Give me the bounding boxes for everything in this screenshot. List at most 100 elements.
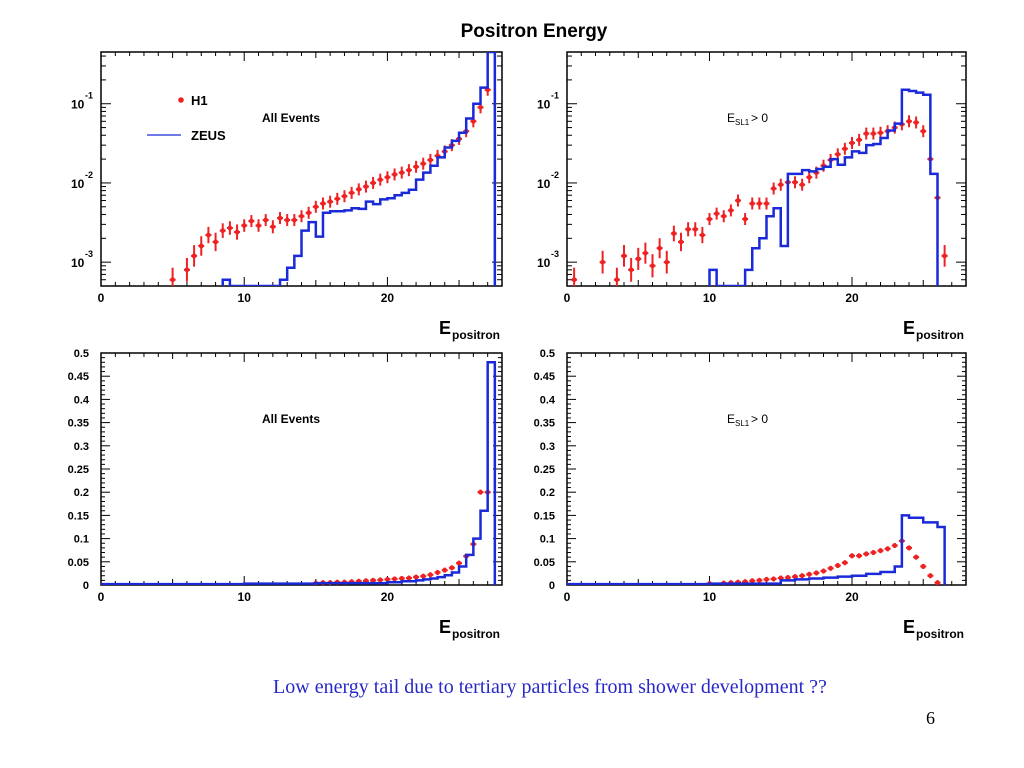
- data-point: [663, 250, 670, 274]
- data-point: [756, 577, 763, 583]
- data-point: [806, 571, 813, 577]
- x-tick-label: 10: [703, 291, 717, 305]
- y-tick-label: 0.2: [540, 487, 555, 499]
- plot-frame: [100, 352, 503, 586]
- data-point: [827, 565, 834, 571]
- data-point: [849, 553, 855, 559]
- data-point: [348, 186, 355, 199]
- svg-text:-2: -2: [85, 170, 93, 180]
- data-point: [327, 195, 334, 208]
- svg-text:SL1: SL1: [735, 419, 750, 428]
- x-tick-label: 20: [381, 590, 395, 604]
- data-point: [813, 570, 820, 576]
- x-tick-label: 20: [845, 590, 859, 604]
- data-point: [906, 545, 912, 551]
- data-point: [870, 550, 877, 556]
- series-zeus: [708, 88, 939, 286]
- y-tick-label: 0.05: [68, 557, 89, 569]
- x-tick-label: 10: [238, 291, 252, 305]
- data-point: [427, 572, 434, 578]
- data-point: [291, 214, 298, 227]
- data-point: [713, 207, 720, 220]
- svg-text:10: 10: [537, 177, 551, 191]
- y-tick-label: 0.1: [74, 534, 89, 546]
- y-tick-label: 0.4: [74, 394, 90, 406]
- svg-text:10: 10: [71, 98, 85, 112]
- y-axis: 10-110-210-3: [71, 55, 502, 287]
- data-point: [670, 225, 677, 242]
- data-point: [341, 190, 348, 203]
- data-point: [706, 213, 713, 226]
- svg-text:positron: positron: [452, 328, 500, 342]
- data-point: [770, 576, 777, 582]
- data-point: [941, 245, 948, 267]
- svg-text:E: E: [903, 318, 915, 338]
- data-point: [456, 560, 463, 566]
- data-point: [834, 563, 841, 569]
- data-point: [613, 267, 620, 286]
- data-point: [169, 267, 176, 286]
- data-point: [384, 171, 391, 184]
- data-point: [699, 226, 706, 244]
- plot-frame: [566, 352, 967, 586]
- x-axis: 0 10 20: [98, 353, 503, 604]
- y-tick-label: 0.3: [74, 441, 89, 453]
- data-point: [799, 178, 806, 191]
- series-zeus: [567, 514, 946, 585]
- data-point: [642, 242, 649, 264]
- data-point: [234, 224, 241, 240]
- y-tick-label: 0: [83, 580, 89, 592]
- y-tick-label: 10-1: [71, 91, 93, 112]
- svg-text:positron: positron: [916, 627, 964, 641]
- data-point: [799, 573, 806, 579]
- data-point: [927, 573, 934, 579]
- data-point: [226, 221, 233, 235]
- panel-annotation: All Events: [262, 111, 320, 125]
- data-point: [248, 215, 255, 228]
- data-point: [621, 245, 627, 267]
- y-tick-label: 0.1: [540, 534, 555, 546]
- data-point: [849, 136, 855, 149]
- x-tick-label: 0: [564, 291, 571, 305]
- data-point: [441, 567, 448, 573]
- x-tick-label: 0: [98, 291, 105, 305]
- x-tick-label: 20: [381, 291, 395, 305]
- x-tick-label: 0: [98, 590, 105, 604]
- data-point: [678, 232, 684, 252]
- svg-text:positron: positron: [916, 328, 964, 342]
- y-tick-label: 0: [549, 580, 555, 592]
- svg-text:SL1: SL1: [735, 118, 750, 127]
- data-point: [628, 257, 635, 282]
- data-point: [277, 212, 284, 225]
- data-point: [742, 213, 749, 226]
- data-point: [255, 219, 262, 232]
- svg-text:E: E: [903, 617, 915, 637]
- data-point: [884, 546, 891, 552]
- svg-text:10: 10: [71, 256, 85, 270]
- svg-text:E: E: [727, 111, 735, 125]
- y-axis: 0 0.05 0.1 0.15 0.2 0.25 0.3 0.35 0.4 0.45 0.5: [534, 348, 966, 592]
- series-h1: [571, 115, 948, 286]
- zeus-histogram: [101, 361, 497, 585]
- panel-annotation: E SL1 > 0: [727, 111, 768, 127]
- data-point: [284, 214, 291, 227]
- data-point: [377, 577, 384, 583]
- data-point: [355, 183, 362, 196]
- data-point: [920, 125, 927, 138]
- data-point: [934, 580, 941, 585]
- data-point: [398, 166, 405, 179]
- data-point: [305, 206, 312, 219]
- series-zeus: [221, 52, 497, 286]
- data-point: [784, 575, 791, 581]
- data-point: [448, 565, 455, 571]
- data-point: [205, 226, 212, 244]
- data-point: [763, 576, 770, 582]
- legend-entry-h1: H1: [178, 93, 208, 108]
- series-zeus: [101, 361, 497, 585]
- zeus-histogram: [567, 514, 946, 585]
- data-point: [727, 204, 734, 217]
